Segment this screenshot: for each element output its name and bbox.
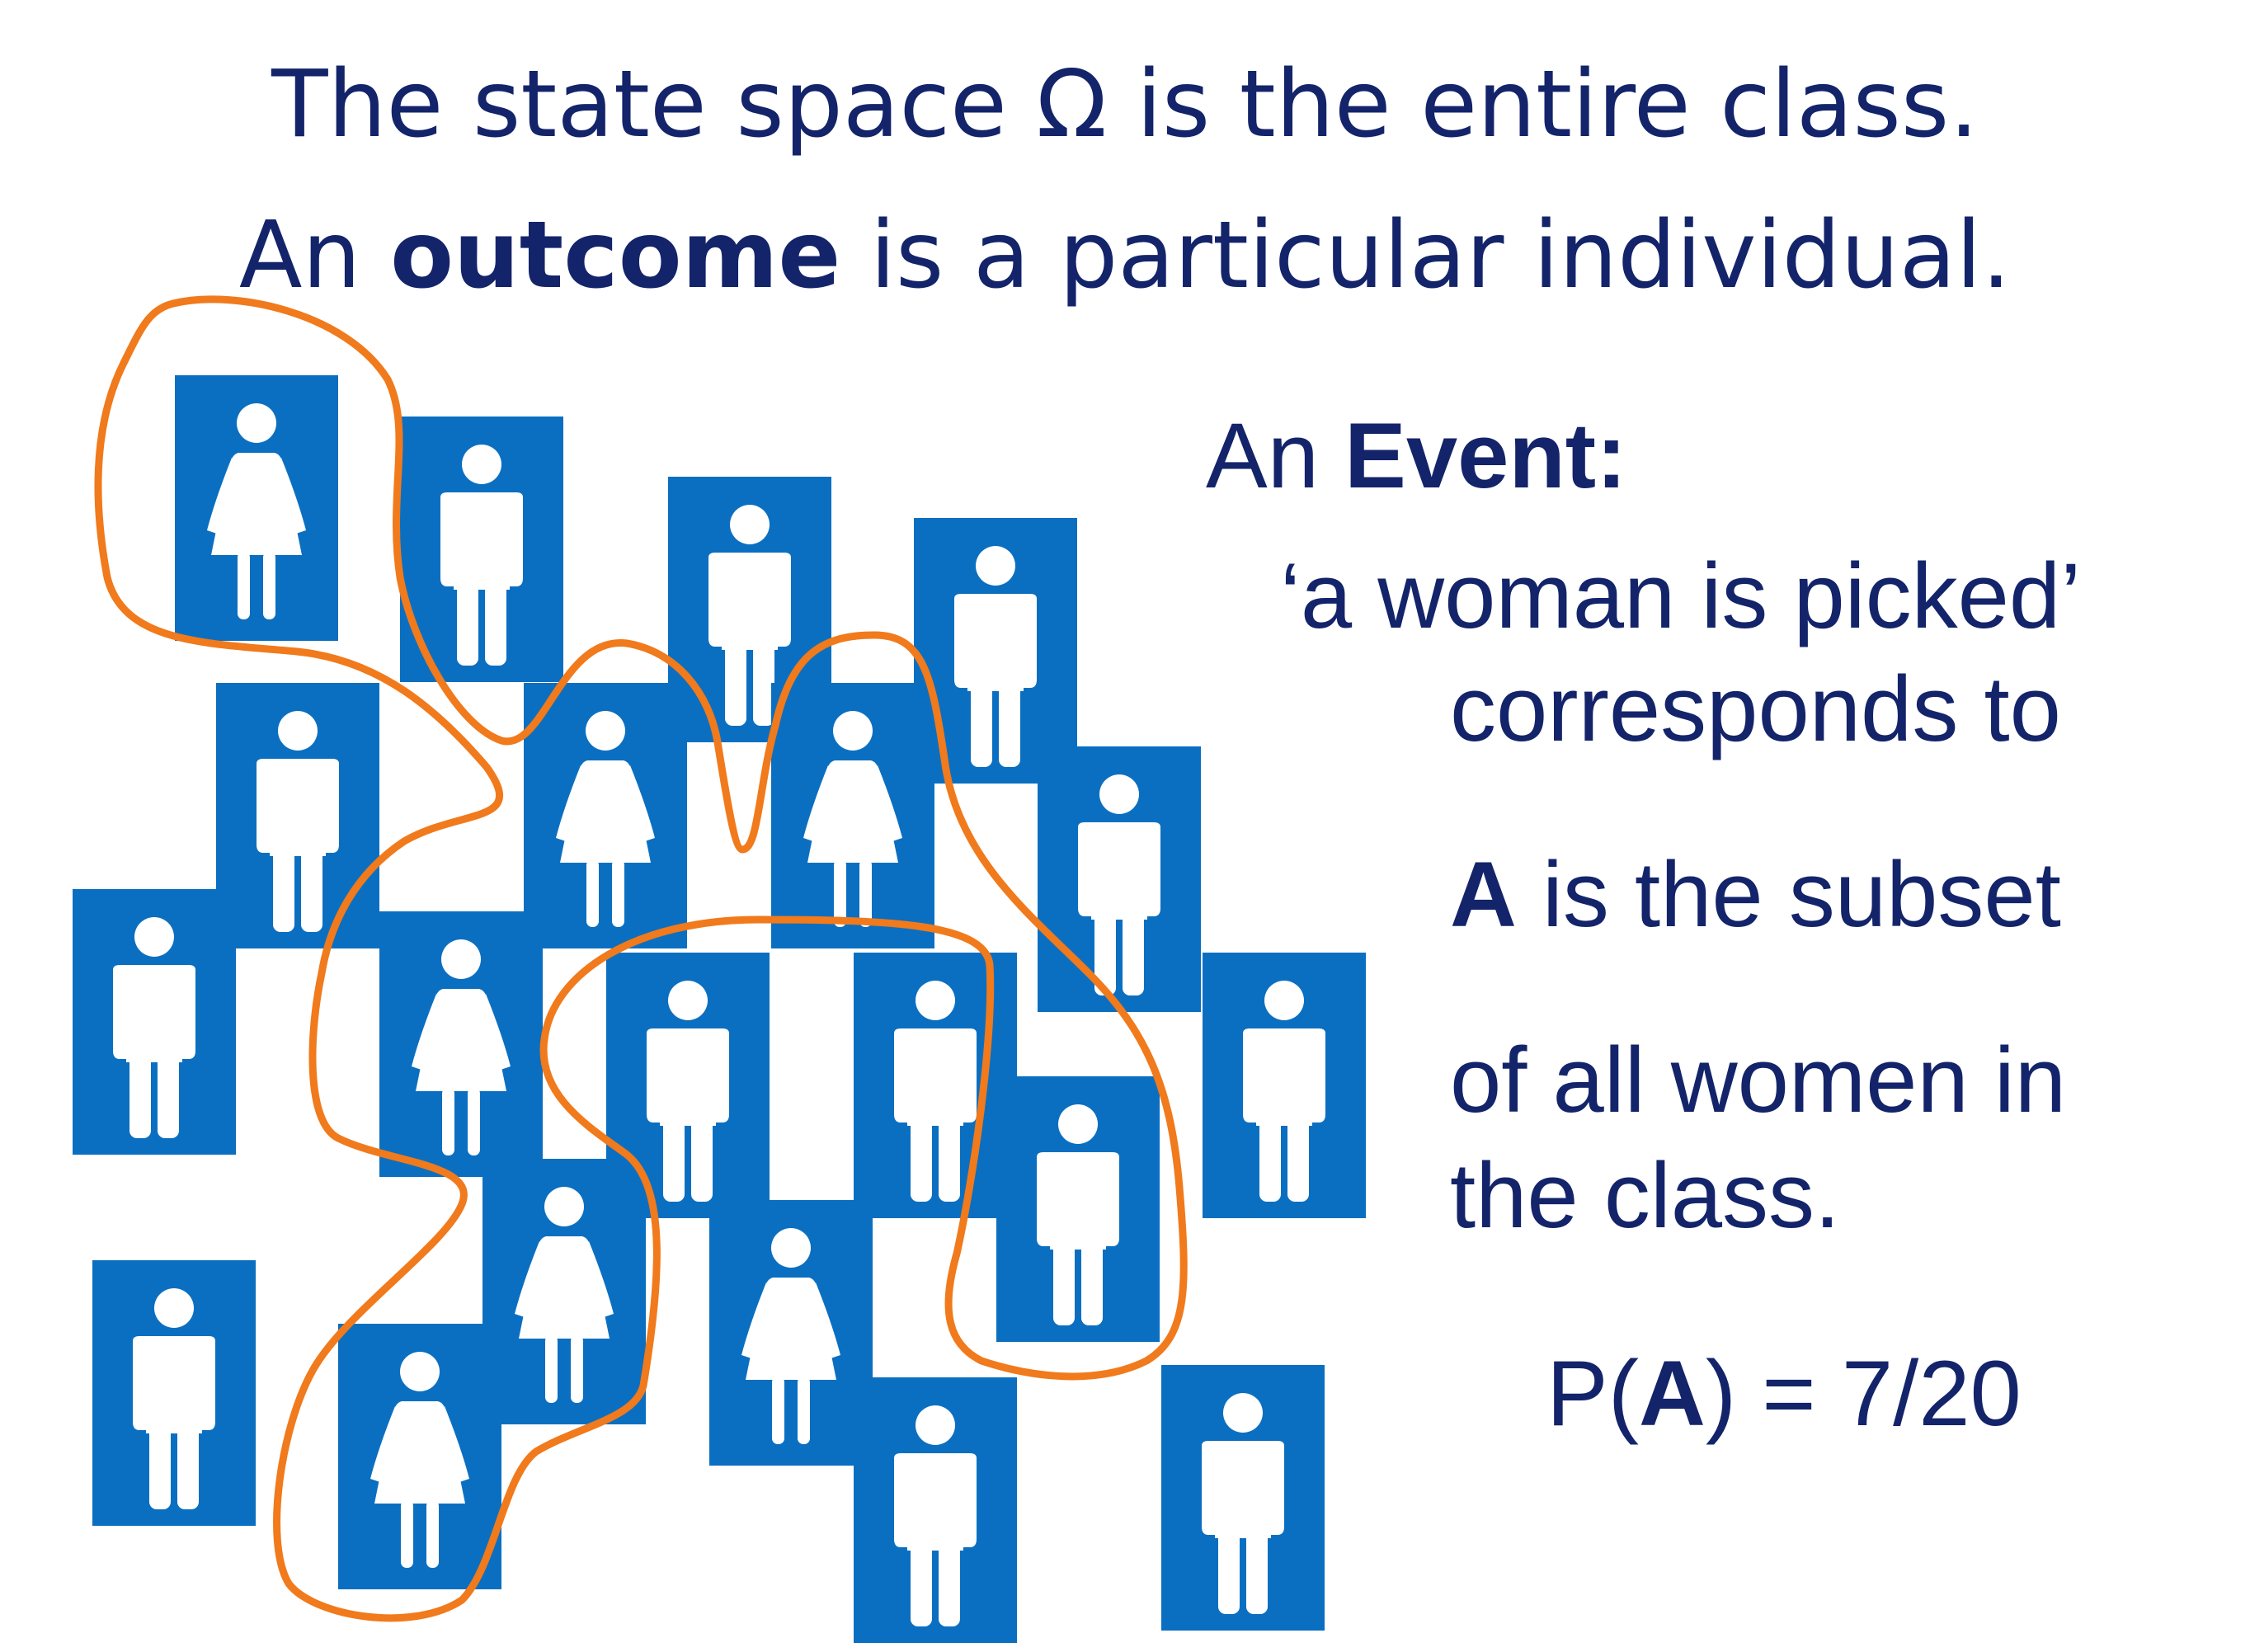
man-icon [647, 981, 729, 1202]
man-icon [1202, 1393, 1284, 1614]
event-description: ‘a woman is picked’ [1280, 543, 2081, 650]
event-a-outline [94, 295, 1188, 1622]
subset-text: is the subset [1516, 843, 2061, 946]
event-heading-bold: Event: [1344, 404, 1627, 507]
woman-tile [338, 1324, 501, 1589]
woman-tile [482, 1159, 646, 1424]
man-tile [996, 1076, 1160, 1342]
title-line-2: An outcome is a particular individual. [0, 202, 2250, 309]
man-icon [708, 505, 791, 726]
title-line-1-text: The state space Ω is the entire class. [271, 51, 1979, 158]
man-icon [1078, 774, 1160, 995]
woman-icon [207, 403, 306, 619]
event-heading: An Event: [1206, 402, 1626, 510]
women-line: of all women in [1450, 1027, 2066, 1134]
man-icon [133, 1288, 215, 1509]
man-tile [1161, 1365, 1325, 1631]
woman-icon [556, 711, 655, 927]
women-line-text: of all women in [1450, 1028, 2067, 1132]
man-icon [440, 445, 523, 666]
man-tile [73, 889, 236, 1155]
woman-icon [370, 1352, 469, 1568]
woman-icon [803, 711, 902, 927]
title-line-1: The state space Ω is the entire class. [0, 51, 2250, 158]
title-line-2-suffix: is a particular individual. [840, 202, 2012, 309]
woman-tile [771, 683, 934, 948]
woman-tile [379, 911, 543, 1177]
man-tile [1038, 746, 1201, 1012]
man-tile [1203, 953, 1366, 1218]
subset-line: A is the subset [1450, 841, 2061, 948]
woman-icon [515, 1187, 614, 1403]
man-tile [854, 1377, 1017, 1643]
event-heading-prefix: An [1206, 404, 1345, 507]
title-line-2-prefix: An [238, 202, 391, 309]
man-tile [92, 1260, 256, 1526]
man-tile [216, 683, 379, 948]
man-icon [113, 917, 195, 1138]
class-line: the class. [1450, 1142, 1840, 1250]
event-quote: ‘a woman is picked’ [1280, 544, 2082, 647]
event-corresponds: corresponds to [1450, 656, 2061, 763]
subset-symbol: A [1450, 843, 1517, 946]
woman-tile [709, 1200, 873, 1466]
corresponds-text: corresponds to [1450, 657, 2061, 760]
man-icon [894, 981, 977, 1202]
man-icon [894, 1405, 977, 1626]
man-icon [954, 546, 1037, 767]
woman-tile [524, 683, 687, 948]
class-line-text: the class. [1450, 1144, 1841, 1247]
man-icon [1243, 981, 1325, 1202]
woman-icon [412, 939, 511, 1155]
probability-prefix: P( [1546, 1342, 1639, 1445]
probability-suffix: ) = 7/20 [1705, 1342, 2022, 1445]
man-tile [400, 417, 563, 682]
outcome-term: outcome [390, 202, 841, 309]
woman-icon [741, 1228, 840, 1444]
probability-formula: P(A) = 7/20 [1546, 1340, 2022, 1447]
probability-event: A [1639, 1342, 1706, 1445]
man-icon [1037, 1104, 1119, 1325]
man-tile [668, 477, 831, 742]
man-icon [257, 711, 339, 932]
woman-tile [175, 375, 338, 641]
